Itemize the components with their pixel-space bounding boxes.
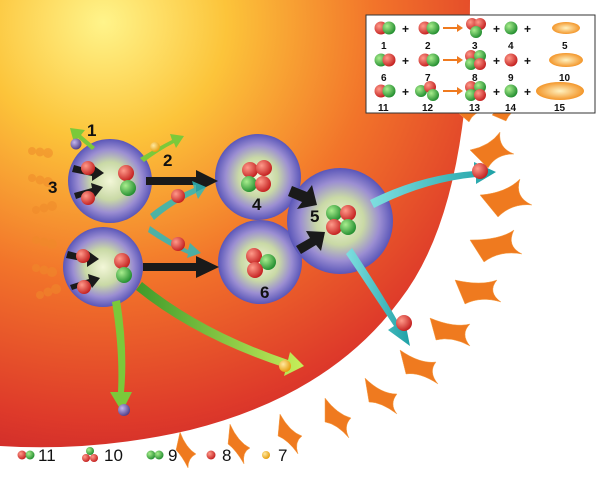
- green-arrows: [70, 128, 304, 412]
- flow-arrows: [66, 165, 325, 290]
- incoming-trails: [28, 147, 61, 299]
- stage-label-6: 6: [260, 283, 269, 302]
- arrow-lower-to-6: [143, 256, 219, 278]
- svg-text:1: 1: [381, 41, 387, 52]
- legend-item-11: 11: [17, 446, 56, 465]
- svg-text:+: +: [402, 54, 409, 68]
- svg-text:+: +: [524, 22, 531, 36]
- bubble-stage-3: [68, 139, 152, 223]
- stage-label-4: 4: [252, 195, 262, 214]
- svg-text:7: 7: [278, 446, 287, 465]
- particle-legend: 11 10 9 8 7: [17, 446, 287, 465]
- stage-label-3: 3: [48, 178, 57, 197]
- bubble-stage-lower-left: [63, 227, 143, 307]
- svg-text:8: 8: [472, 73, 478, 84]
- positron-2: [150, 142, 160, 152]
- legend-item-7: 7: [262, 446, 287, 465]
- svg-text:10: 10: [104, 446, 123, 465]
- stage-label-2: 2: [163, 151, 172, 170]
- positron-icon: [262, 451, 270, 459]
- svg-text:15: 15: [554, 103, 566, 114]
- helium3-icon: [86, 447, 94, 455]
- legend-item-8: 8: [206, 446, 231, 465]
- stage-label-1: 1: [87, 121, 96, 140]
- svg-text:6: 6: [381, 73, 387, 84]
- stage-label-5: 5: [310, 207, 319, 226]
- svg-text:11: 11: [38, 446, 56, 465]
- plus-sign: +: [402, 22, 409, 36]
- neutron-pair-icon: [146, 450, 156, 460]
- neutrino-1: [70, 138, 82, 150]
- svg-text:10: 10: [559, 73, 571, 84]
- svg-text:14: 14: [505, 103, 517, 114]
- reaction-key-box: + + + 1 2 3 4 5 + + + 6 7 8: [365, 14, 596, 114]
- key-row-2: + + + 6 7 8 9 10: [374, 50, 583, 84]
- proton-icon: [206, 450, 216, 460]
- solar-flares: [175, 37, 533, 469]
- svg-text:+: +: [524, 85, 531, 99]
- svg-text:13: 13: [469, 103, 481, 114]
- svg-text:9: 9: [508, 73, 514, 84]
- key-row-3: + + + 11 12 13 14 15: [374, 81, 584, 114]
- svg-text:11: 11: [378, 103, 389, 114]
- svg-text:7: 7: [425, 73, 431, 84]
- arrow-6-to-5: [296, 231, 325, 254]
- bubble-stage-5: [287, 168, 393, 274]
- svg-text:+: +: [402, 85, 409, 99]
- svg-text:3: 3: [472, 41, 478, 52]
- legend-item-9: 9: [146, 446, 177, 465]
- svg-text:4: 4: [508, 41, 514, 52]
- arrow-4-to-5: [288, 185, 317, 209]
- svg-text:+: +: [524, 54, 531, 68]
- svg-text:+: +: [493, 22, 500, 36]
- svg-text:12: 12: [422, 103, 434, 114]
- svg-text:8: 8: [222, 446, 231, 465]
- deuteron-icon: [17, 450, 27, 460]
- bubble-stage-4: [215, 134, 301, 220]
- svg-text:+: +: [493, 85, 500, 99]
- svg-text:+: +: [493, 54, 500, 68]
- svg-text:9: 9: [168, 446, 177, 465]
- particles: [70, 138, 488, 416]
- svg-text:5: 5: [562, 41, 568, 52]
- outgoing-teal-arrows: [346, 162, 496, 346]
- key-row-1: + + + 1 2 3 4 5: [374, 18, 580, 52]
- legend-item-10: 10: [82, 446, 123, 465]
- svg-text:2: 2: [425, 41, 431, 52]
